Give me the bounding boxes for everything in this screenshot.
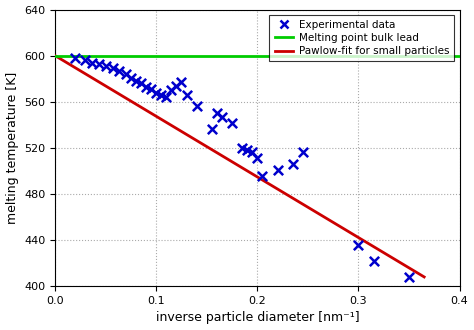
Point: [254, 155, 261, 161]
Point: [153, 90, 160, 95]
Point: [289, 161, 297, 167]
Point: [132, 78, 140, 83]
Point: [178, 80, 185, 85]
Point: [168, 87, 175, 93]
Point: [183, 92, 191, 97]
Text: Range I: Range I: [0, 329, 1, 330]
Point: [122, 72, 130, 77]
Point: [213, 111, 221, 116]
Point: [147, 86, 155, 92]
Point: [405, 274, 413, 280]
Point: [259, 173, 266, 178]
Point: [72, 55, 79, 61]
Point: [238, 145, 246, 150]
Point: [127, 75, 135, 80]
Point: [208, 127, 216, 132]
Point: [193, 104, 201, 109]
Point: [115, 68, 123, 73]
Point: [142, 84, 150, 89]
Point: [173, 83, 180, 88]
Point: [299, 150, 307, 155]
Point: [244, 148, 251, 153]
Point: [228, 120, 236, 125]
Point: [95, 61, 102, 66]
Legend: Experimental data, Melting point bulk lead, Pawlow-fit for small particles: Experimental data, Melting point bulk le…: [270, 15, 455, 61]
Point: [89, 60, 96, 65]
Text: Range II: Range II: [0, 329, 1, 330]
Point: [163, 94, 170, 100]
Point: [102, 63, 109, 69]
Point: [157, 92, 165, 97]
Point: [109, 66, 117, 71]
Point: [274, 167, 282, 172]
Point: [82, 58, 89, 63]
Point: [370, 258, 377, 263]
Point: [137, 81, 145, 86]
Y-axis label: melting temperature [K]: melting temperature [K]: [6, 72, 18, 224]
Point: [218, 114, 226, 119]
Point: [248, 150, 256, 155]
Point: [355, 242, 362, 247]
X-axis label: inverse particle diameter [nm⁻¹]: inverse particle diameter [nm⁻¹]: [155, 312, 359, 324]
